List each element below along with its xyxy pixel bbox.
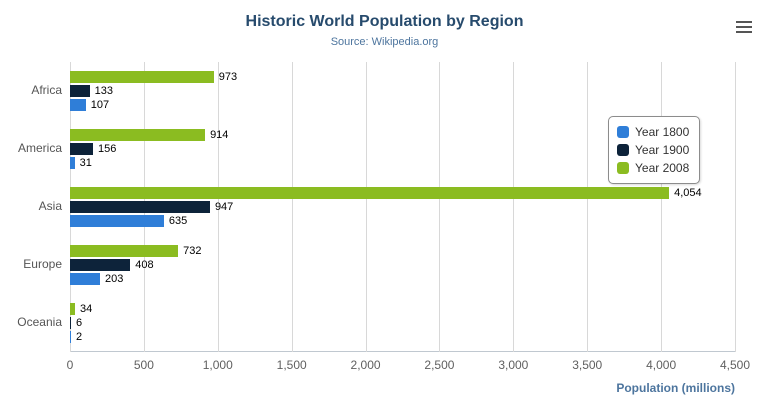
bar-year-1900-asia[interactable] — [70, 201, 210, 213]
legend: Year 1800 Year 1900 Year 2008 — [608, 116, 701, 184]
x-axis-tick-label: 1,500 — [276, 358, 307, 372]
gridline — [291, 62, 293, 352]
bar-year-1800-asia[interactable] — [70, 215, 164, 227]
bar-year-1900-africa[interactable] — [70, 85, 90, 97]
gridline — [735, 62, 736, 352]
x-axis-tick-label: 3,500 — [572, 358, 603, 372]
bar-value-label: 34 — [80, 303, 93, 315]
bar-year-2008-asia[interactable] — [70, 187, 670, 199]
bar-value-label: 203 — [104, 273, 124, 285]
x-axis-line — [70, 351, 735, 352]
bar-value-label: 947 — [214, 201, 234, 213]
legend-label: Year 2008 — [635, 161, 690, 175]
y-axis-category-label: Africa — [31, 83, 62, 97]
x-axis-title: Population (millions) — [616, 381, 735, 395]
bar-value-label: 31 — [79, 157, 92, 169]
gridline — [365, 62, 367, 352]
x-axis-tick-label: 0 — [66, 358, 74, 372]
bar-value-label: 732 — [183, 245, 202, 257]
x-axis-tick-label: 1,000 — [202, 358, 233, 372]
x-axis-tick-label: 4,500 — [719, 358, 751, 372]
bar-year-1800-africa[interactable] — [70, 99, 86, 111]
bar-year-2008-oceania[interactable] — [70, 303, 76, 315]
bar-year-1900-europe[interactable] — [70, 259, 131, 271]
bar-value-label: 973 — [218, 71, 238, 83]
bar-value-label: 6 — [76, 317, 83, 329]
x-axis-tick-label: 4,000 — [646, 358, 677, 372]
legend-item-year-1800[interactable]: Year 1800 — [617, 123, 689, 141]
y-axis-category-label: Oceania — [17, 315, 62, 329]
legend-swatch-icon — [617, 144, 629, 156]
gridline — [587, 62, 589, 352]
y-axis-category-label: Europe — [23, 257, 62, 271]
bar-year-1800-europe[interactable] — [70, 273, 100, 285]
y-axis-category-label: Asia — [38, 199, 62, 213]
bar-year-1900-america[interactable] — [70, 143, 94, 155]
x-axis-tick-label: 2,500 — [424, 358, 455, 372]
bar-value-label: 4,054 — [674, 187, 702, 199]
chart-context-menu-button[interactable] — [733, 18, 755, 36]
legend-swatch-icon — [617, 162, 629, 174]
gridline — [513, 62, 515, 352]
legend-label: Year 1800 — [635, 125, 690, 139]
x-axis-tick-label: 2,000 — [350, 358, 381, 372]
bar-year-2008-europe[interactable] — [70, 245, 179, 257]
bar-year-1800-oceania[interactable] — [70, 331, 71, 343]
chart-subtitle: Source: Wikipedia.org — [330, 36, 439, 48]
gridline — [661, 62, 663, 352]
bar-value-label: 635 — [168, 215, 188, 227]
bar-year-2008-america[interactable] — [70, 129, 206, 141]
gridline — [217, 62, 219, 352]
bar-value-label: 133 — [94, 85, 113, 97]
bar-value-label: 2 — [76, 331, 83, 343]
bar-year-1800-america[interactable] — [70, 157, 75, 169]
hamburger-menu-icon — [736, 21, 752, 23]
bar-value-label: 156 — [98, 143, 117, 155]
legend-item-year-2008[interactable]: Year 2008 — [617, 159, 689, 177]
y-axis-category-label: America — [17, 141, 62, 155]
legend-item-year-1900[interactable]: Year 1900 — [617, 141, 689, 159]
bar-value-label: 107 — [90, 99, 110, 111]
plot-area: 973 133 107 914 156 31 4,054 947 635 732 408 203 34 6… — [70, 62, 736, 352]
bar-year-1900-oceania[interactable] — [70, 317, 71, 329]
x-axis-tick-label: 3,000 — [498, 358, 529, 372]
bar-value-label: 408 — [135, 259, 154, 271]
chart-title: Historic World Population by Region — [245, 13, 524, 30]
legend-label: Year 1900 — [635, 143, 690, 157]
bar-year-2008-africa[interactable] — [70, 71, 214, 83]
legend-swatch-icon — [617, 126, 629, 138]
bar-value-label: 914 — [210, 129, 229, 141]
x-axis-tick-label: 500 — [133, 358, 154, 372]
gridline — [439, 62, 441, 352]
